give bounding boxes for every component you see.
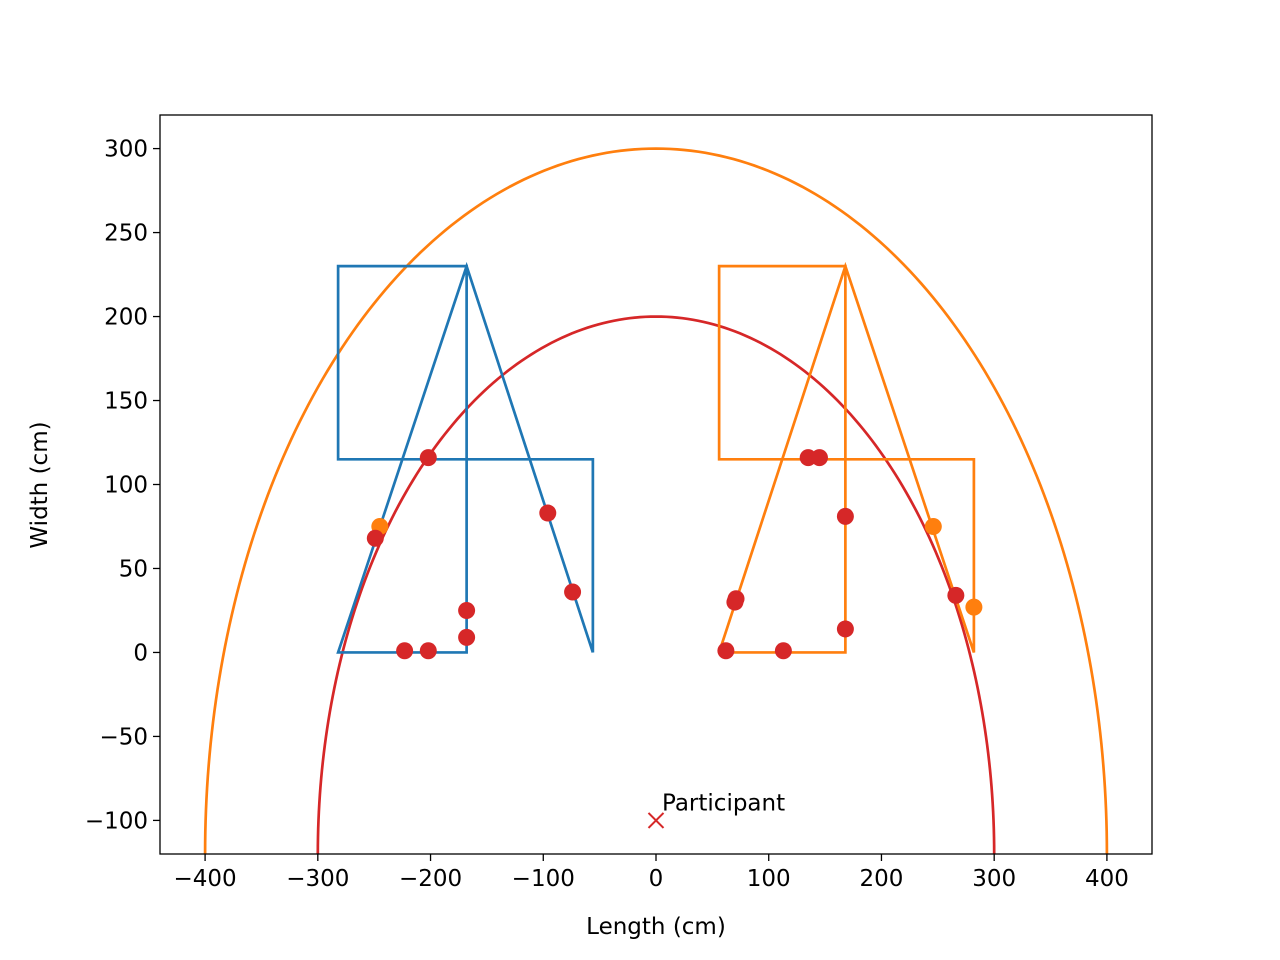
y-tick-label: 150 <box>104 389 148 415</box>
arc-line <box>203 147 1109 854</box>
y-tick-label: 50 <box>119 556 148 582</box>
y-tick-label: −100 <box>85 808 148 834</box>
x-tick-label: −300 <box>286 866 349 892</box>
x-tick-label: −200 <box>399 866 462 892</box>
data-point <box>717 642 735 660</box>
y-tick-label: 300 <box>104 137 148 163</box>
data-point <box>836 620 854 638</box>
x-tick-label: 100 <box>747 866 791 892</box>
arc-line <box>316 315 996 854</box>
x-tick-label: −400 <box>174 866 237 892</box>
y-tick-label: 200 <box>104 305 148 331</box>
data-point <box>564 583 582 601</box>
data-point <box>965 598 983 616</box>
data-point <box>396 642 414 660</box>
x-tick-label: 400 <box>1085 866 1129 892</box>
x-tick-label: −100 <box>512 866 575 892</box>
data-point <box>419 449 437 467</box>
data-point <box>836 507 854 525</box>
data-point <box>810 449 828 467</box>
participant-label: Participant <box>662 790 785 816</box>
y-tick-label: 0 <box>133 640 148 666</box>
y-tick-label: 250 <box>104 221 148 247</box>
participant-marker <box>647 812 665 829</box>
data-point <box>458 628 476 646</box>
data-point <box>924 517 942 535</box>
x-tick-label: 0 <box>649 866 664 892</box>
data-point <box>419 642 437 660</box>
data-point <box>727 590 745 608</box>
data-point <box>539 504 557 522</box>
y-tick-label: 100 <box>104 473 148 499</box>
x-axis: −400 −300 −200 −100 0 100 200 300 400 <box>174 854 1129 892</box>
y-axis-label: Width (cm) <box>27 421 53 548</box>
x-axis-label: Length (cm) <box>586 914 726 940</box>
data-point <box>458 601 476 619</box>
y-tick-label: −50 <box>99 724 148 750</box>
x-tick-label: 200 <box>860 866 904 892</box>
plot-area: Participant <box>203 147 1109 854</box>
series-path <box>336 261 595 654</box>
y-axis: −100 −50 0 50 100 150 200 250 300 <box>85 137 160 834</box>
data-point <box>947 586 965 604</box>
data-point <box>366 529 384 547</box>
x-tick-label: 300 <box>972 866 1016 892</box>
data-point <box>774 642 792 660</box>
